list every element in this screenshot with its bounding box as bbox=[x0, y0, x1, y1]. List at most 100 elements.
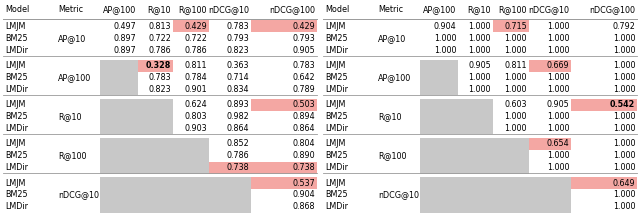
Bar bbox=[138, 99, 173, 111]
Text: BM25: BM25 bbox=[324, 34, 348, 43]
Text: 1.000: 1.000 bbox=[504, 73, 527, 82]
Bar bbox=[138, 111, 173, 123]
Bar bbox=[138, 60, 173, 72]
Text: 0.497: 0.497 bbox=[114, 22, 136, 31]
Bar bbox=[100, 150, 138, 162]
Text: 1.000: 1.000 bbox=[612, 124, 636, 133]
Text: 0.738: 0.738 bbox=[227, 163, 250, 172]
Bar bbox=[138, 162, 173, 174]
Text: 0.897: 0.897 bbox=[114, 34, 136, 43]
Text: LMJM: LMJM bbox=[4, 100, 25, 109]
Text: R@100: R@100 bbox=[499, 6, 527, 15]
Text: AP@100: AP@100 bbox=[378, 73, 412, 82]
Bar bbox=[571, 177, 637, 189]
Text: 0.864: 0.864 bbox=[227, 124, 250, 133]
Text: 1.000: 1.000 bbox=[468, 22, 491, 31]
Bar bbox=[138, 201, 173, 213]
Text: 1.000: 1.000 bbox=[612, 61, 636, 70]
Text: nDCG@100: nDCG@100 bbox=[589, 6, 636, 15]
Bar bbox=[420, 201, 458, 213]
Text: nDCG@100: nDCG@100 bbox=[269, 6, 316, 15]
Text: AP@100: AP@100 bbox=[58, 73, 92, 82]
Bar bbox=[138, 150, 173, 162]
Text: 1.000: 1.000 bbox=[612, 46, 636, 55]
Text: R@100: R@100 bbox=[179, 6, 207, 15]
Bar bbox=[493, 189, 529, 201]
Text: LMJM: LMJM bbox=[324, 139, 345, 148]
Bar bbox=[420, 177, 458, 189]
Text: 0.813: 0.813 bbox=[148, 22, 171, 31]
Text: 0.783: 0.783 bbox=[148, 73, 171, 82]
Bar bbox=[458, 111, 493, 123]
Bar bbox=[420, 99, 458, 111]
Bar bbox=[100, 201, 138, 213]
Text: 1.000: 1.000 bbox=[547, 22, 570, 31]
Text: LMDir: LMDir bbox=[324, 85, 348, 94]
Text: LMJM: LMJM bbox=[324, 178, 345, 187]
Bar bbox=[458, 162, 493, 174]
Text: 0.429: 0.429 bbox=[292, 22, 316, 31]
Bar bbox=[420, 189, 458, 201]
Bar bbox=[251, 177, 317, 189]
Text: 0.429: 0.429 bbox=[184, 22, 207, 31]
Text: LMDir: LMDir bbox=[4, 163, 28, 172]
Text: 1.000: 1.000 bbox=[504, 85, 527, 94]
Bar bbox=[529, 138, 571, 150]
Text: 0.793: 0.793 bbox=[292, 34, 316, 43]
Bar bbox=[209, 177, 251, 189]
Text: 1.000: 1.000 bbox=[547, 112, 570, 121]
Text: 0.783: 0.783 bbox=[292, 61, 316, 70]
Bar bbox=[571, 99, 637, 111]
Text: LMDir: LMDir bbox=[4, 202, 28, 211]
Text: 1.000: 1.000 bbox=[468, 85, 491, 94]
Bar bbox=[420, 123, 458, 134]
Text: 1.000: 1.000 bbox=[612, 202, 636, 211]
Text: 0.982: 0.982 bbox=[227, 112, 250, 121]
Text: 1.000: 1.000 bbox=[547, 151, 570, 160]
Text: 0.834: 0.834 bbox=[227, 85, 250, 94]
Text: 0.901: 0.901 bbox=[184, 85, 207, 94]
Bar bbox=[529, 177, 571, 189]
Text: BM25: BM25 bbox=[324, 73, 348, 82]
Text: 0.890: 0.890 bbox=[292, 151, 316, 160]
Text: LMDir: LMDir bbox=[324, 46, 348, 55]
Text: Metric: Metric bbox=[58, 6, 83, 15]
Text: 0.328: 0.328 bbox=[146, 61, 171, 70]
Bar bbox=[458, 99, 493, 111]
Bar bbox=[529, 60, 571, 72]
Bar bbox=[493, 20, 529, 32]
Bar bbox=[100, 72, 138, 83]
Text: 1.000: 1.000 bbox=[468, 34, 491, 43]
Text: 0.783: 0.783 bbox=[227, 22, 250, 31]
Text: 1.000: 1.000 bbox=[612, 163, 636, 172]
Text: 1.000: 1.000 bbox=[547, 34, 570, 43]
Text: LMJM: LMJM bbox=[324, 100, 345, 109]
Bar bbox=[458, 138, 493, 150]
Text: BM25: BM25 bbox=[4, 34, 28, 43]
Bar bbox=[138, 177, 173, 189]
Text: 1.000: 1.000 bbox=[504, 46, 527, 55]
Bar bbox=[458, 150, 493, 162]
Text: 0.893: 0.893 bbox=[227, 100, 250, 109]
Bar bbox=[458, 177, 493, 189]
Text: 1.000: 1.000 bbox=[468, 73, 491, 82]
Text: R@100: R@100 bbox=[378, 151, 406, 160]
Bar bbox=[420, 138, 458, 150]
Bar bbox=[100, 138, 138, 150]
Text: 0.868: 0.868 bbox=[292, 202, 316, 211]
Text: LMDir: LMDir bbox=[324, 202, 348, 211]
Text: LMDir: LMDir bbox=[4, 46, 28, 55]
Bar bbox=[100, 83, 138, 95]
Bar bbox=[173, 177, 209, 189]
Text: 1.000: 1.000 bbox=[612, 112, 636, 121]
Text: R@10: R@10 bbox=[378, 112, 401, 121]
Text: 1.000: 1.000 bbox=[504, 34, 527, 43]
Text: R@10: R@10 bbox=[147, 6, 171, 15]
Text: AP@10: AP@10 bbox=[378, 34, 406, 43]
Text: LMJM: LMJM bbox=[4, 139, 25, 148]
Text: 0.715: 0.715 bbox=[504, 22, 527, 31]
Bar bbox=[458, 201, 493, 213]
Text: 0.811: 0.811 bbox=[504, 61, 527, 70]
Bar bbox=[493, 138, 529, 150]
Bar bbox=[251, 20, 317, 32]
